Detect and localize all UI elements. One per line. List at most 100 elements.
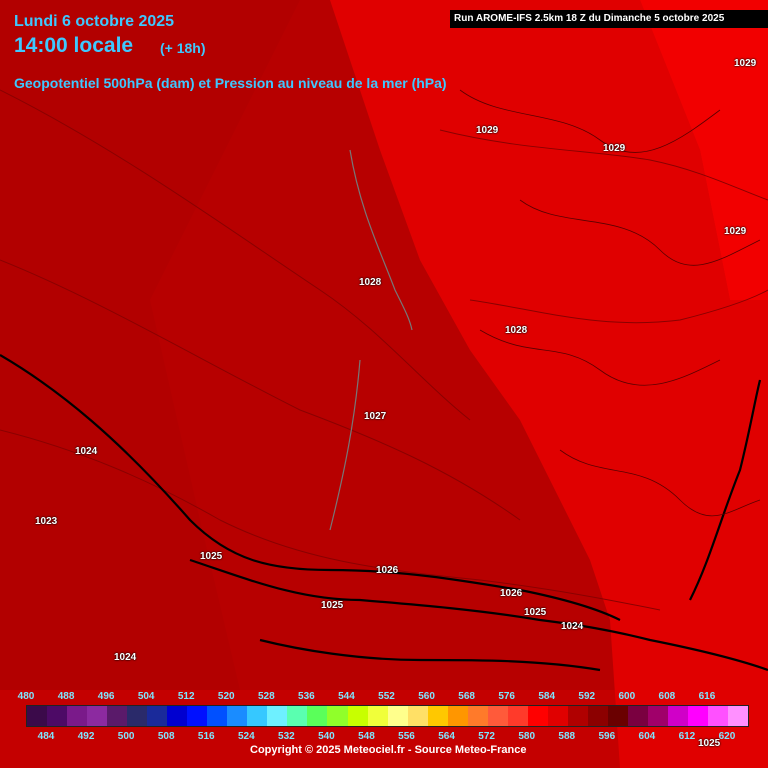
zone-brightest-red	[640, 0, 768, 300]
legend-swatch	[207, 706, 228, 726]
legend-tick-bottom: 580	[518, 731, 536, 742]
isobars	[0, 89, 768, 611]
color-legend	[26, 705, 749, 727]
legend-tick-bottom: 540	[318, 731, 335, 742]
legend-swatch	[647, 706, 668, 726]
isobar-line	[469, 289, 768, 324]
pressure-label: 1023	[35, 516, 58, 527]
legend-tick-top: 504	[137, 691, 155, 702]
forecast-time: 14:00 locale	[14, 34, 134, 57]
legend-tick-bottom: 556	[398, 731, 415, 742]
legend-tick-top: 552	[378, 691, 395, 702]
region-border	[519, 199, 761, 266]
legend-swatch	[27, 706, 48, 726]
legend-tick-top: 536	[298, 691, 315, 702]
pressure-label: 1029	[476, 125, 499, 136]
forecast-lead-time: (+ 18h)	[160, 40, 206, 56]
legend-tick-bottom: 524	[237, 731, 255, 742]
legend-swatch	[427, 706, 448, 726]
legend-swatch	[67, 706, 88, 726]
legend-swatch	[307, 706, 328, 726]
isobar-line	[439, 129, 768, 201]
coastlines	[329, 149, 413, 531]
pressure-label: 1025	[698, 738, 721, 749]
legend-swatch	[507, 706, 528, 726]
legend-swatch	[627, 706, 648, 726]
legend-tick-top: 576	[498, 691, 515, 702]
legend-tick-top: 568	[458, 691, 475, 702]
legend-tick-bottom: 492	[77, 731, 95, 742]
coastline	[329, 359, 361, 531]
legend-swatch	[247, 706, 268, 726]
pressure-label: 1028	[505, 325, 528, 336]
legend-tick-bottom: 604	[638, 731, 656, 742]
coastline	[349, 149, 413, 331]
legend-tick-bottom: 612	[678, 731, 696, 742]
pressure-label: 1029	[724, 226, 747, 237]
map-description: Geopotentiel 500hPa (dam) et Pression au…	[14, 75, 447, 91]
border-line	[259, 638, 601, 672]
legend-tick-top: 584	[538, 691, 556, 702]
legend-swatch	[47, 706, 68, 726]
copyright-text: Copyright © 2025 Meteociel.fr - Source M…	[250, 744, 527, 756]
pressure-label: 1026	[500, 588, 523, 599]
legend-swatch	[327, 706, 348, 726]
legend-swatch	[527, 706, 548, 726]
legend-swatch	[347, 706, 368, 726]
legend-tick-bottom: 484	[37, 731, 55, 742]
legend-swatch	[407, 706, 428, 726]
legend-tick-top: 480	[17, 691, 35, 702]
legend-tick-bottom: 588	[558, 731, 576, 742]
legend-tick-bottom: 532	[278, 731, 295, 742]
isobar-line	[0, 259, 521, 521]
legend-swatch	[467, 706, 488, 726]
legend-tick-bottom: 500	[117, 731, 135, 742]
legend-tick-bottom: 564	[438, 731, 455, 742]
legend-swatch	[147, 706, 168, 726]
zone-bright-red	[330, 0, 768, 768]
isobar-line	[0, 89, 471, 421]
legend-swatch	[668, 706, 689, 726]
legend-tick-top: 616	[698, 691, 716, 702]
legend-tick-top: 560	[418, 691, 435, 702]
legend-tick-top: 608	[658, 691, 676, 702]
zone-west-red	[0, 0, 300, 690]
legend-tick-bottom: 508	[157, 731, 175, 742]
legend-tick-bottom: 572	[478, 731, 495, 742]
legend-swatch	[387, 706, 408, 726]
legend-swatch	[708, 706, 729, 726]
legend-tick-top: 520	[217, 691, 235, 702]
pressure-label: 1028	[359, 277, 382, 288]
pressure-label: 1025	[200, 551, 223, 562]
forecast-date: Lundi 6 octobre 2025	[14, 13, 175, 30]
legend-swatch	[267, 706, 288, 726]
borders	[0, 354, 768, 672]
legend-swatch	[447, 706, 468, 726]
legend-swatch	[87, 706, 108, 726]
legend-swatch	[367, 706, 388, 726]
legend-swatch	[127, 706, 148, 726]
legend-swatch	[167, 706, 188, 726]
legend-tick-bottom: 620	[718, 731, 736, 742]
pressure-label: 1025	[524, 607, 547, 618]
border-line	[189, 558, 768, 672]
region-border	[459, 89, 721, 153]
pressure-label: 1024	[561, 621, 584, 632]
pressure-label: 1029	[603, 143, 626, 154]
legend-tick-top: 600	[618, 691, 636, 702]
legend-swatch	[227, 706, 248, 726]
legend-tick-top: 544	[338, 691, 355, 702]
run-info-banner: Run AROME-IFS 2.5km 18 Z du Dimanche 5 o…	[450, 10, 768, 28]
legend-tick-top: 496	[97, 691, 115, 702]
pressure-label: 1024	[114, 652, 137, 663]
legend-tick-bottom: 548	[358, 731, 375, 742]
legend-swatch	[728, 706, 749, 726]
border-line	[689, 379, 762, 601]
legend-swatch	[607, 706, 628, 726]
pressure-label: 1029	[734, 58, 757, 69]
pressure-label: 1025	[321, 600, 344, 611]
legend-swatch	[107, 706, 128, 726]
pressure-label: 1027	[364, 411, 387, 422]
region-border	[479, 329, 721, 386]
